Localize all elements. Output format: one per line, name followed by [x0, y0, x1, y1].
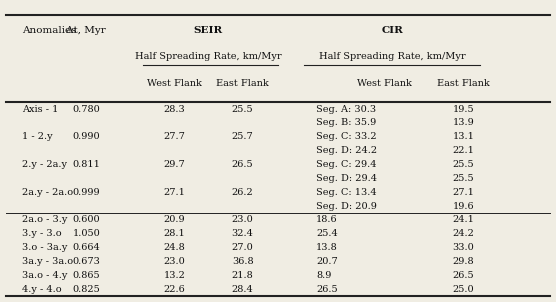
Text: 8.9: 8.9: [316, 271, 331, 280]
Text: Seg. C: 29.4: Seg. C: 29.4: [316, 160, 376, 169]
Text: 19.5: 19.5: [453, 104, 474, 114]
Text: 0.990: 0.990: [72, 132, 100, 141]
Text: 26.2: 26.2: [232, 188, 254, 197]
Text: East Flank: East Flank: [437, 79, 490, 88]
Text: 13.1: 13.1: [453, 132, 474, 141]
Text: 13.9: 13.9: [453, 118, 474, 127]
Text: 26.5: 26.5: [453, 271, 474, 280]
Text: 26.5: 26.5: [316, 284, 337, 294]
Text: 28.4: 28.4: [232, 284, 254, 294]
Text: 0.865: 0.865: [72, 271, 100, 280]
Text: 24.2: 24.2: [453, 229, 474, 238]
Text: 36.8: 36.8: [232, 257, 254, 266]
Text: Seg. D: 20.9: Seg. D: 20.9: [316, 201, 377, 210]
Text: East Flank: East Flank: [216, 79, 269, 88]
Text: 27.7: 27.7: [163, 132, 185, 141]
Text: West Flank: West Flank: [147, 79, 202, 88]
Text: 27.1: 27.1: [453, 188, 474, 197]
Text: 0.664: 0.664: [72, 243, 100, 252]
Text: 4.y - 4.o: 4.y - 4.o: [22, 284, 62, 294]
Text: Seg. D: 29.4: Seg. D: 29.4: [316, 174, 377, 183]
Text: Seg. A: 30.3: Seg. A: 30.3: [316, 104, 376, 114]
Text: 0.999: 0.999: [72, 188, 100, 197]
Text: Seg. D: 24.2: Seg. D: 24.2: [316, 146, 378, 155]
Text: 25.5: 25.5: [453, 160, 474, 169]
Text: Δt, Myr: Δt, Myr: [66, 26, 106, 35]
Text: 3.o - 3a.y: 3.o - 3a.y: [22, 243, 67, 252]
Text: 2a.y - 2a.o: 2a.y - 2a.o: [22, 188, 73, 197]
Text: Half Spreading Rate, km/Myr: Half Spreading Rate, km/Myr: [319, 52, 466, 61]
Text: 28.1: 28.1: [163, 229, 185, 238]
Text: SEIR: SEIR: [193, 26, 223, 35]
Text: Seg. C: 33.2: Seg. C: 33.2: [316, 132, 377, 141]
Text: 33.0: 33.0: [453, 243, 474, 252]
Text: Half Spreading Rate, km/Myr: Half Spreading Rate, km/Myr: [135, 52, 281, 61]
Text: 3a.o - 4.y: 3a.o - 4.y: [22, 271, 67, 280]
Text: 32.4: 32.4: [232, 229, 254, 238]
Text: 2a.o - 3.y: 2a.o - 3.y: [22, 215, 67, 224]
Text: 25.5: 25.5: [453, 174, 474, 183]
Text: 23.0: 23.0: [232, 215, 254, 224]
Text: 0.600: 0.600: [72, 215, 100, 224]
Text: 20.9: 20.9: [163, 215, 185, 224]
Text: Anomalies: Anomalies: [22, 26, 76, 35]
Text: 21.8: 21.8: [232, 271, 254, 280]
Text: 26.5: 26.5: [232, 160, 254, 169]
Text: 29.8: 29.8: [453, 257, 474, 266]
Text: 0.780: 0.780: [72, 104, 100, 114]
Text: Seg. C: 13.4: Seg. C: 13.4: [316, 188, 377, 197]
Text: 2.y - 2a.y: 2.y - 2a.y: [22, 160, 67, 169]
Text: 24.8: 24.8: [163, 243, 185, 252]
Text: 23.0: 23.0: [163, 257, 185, 266]
Text: 25.5: 25.5: [232, 104, 254, 114]
Text: West Flank: West Flank: [357, 79, 411, 88]
Text: CIR: CIR: [381, 26, 403, 35]
Text: 25.0: 25.0: [453, 284, 474, 294]
Text: 18.6: 18.6: [316, 215, 337, 224]
Text: 20.7: 20.7: [316, 257, 338, 266]
Text: 25.4: 25.4: [316, 229, 338, 238]
Text: 25.7: 25.7: [232, 132, 254, 141]
Text: Seg. B: 35.9: Seg. B: 35.9: [316, 118, 376, 127]
Text: 0.673: 0.673: [72, 257, 100, 266]
Text: 19.6: 19.6: [453, 201, 474, 210]
Text: 22.6: 22.6: [163, 284, 185, 294]
Text: 22.1: 22.1: [453, 146, 474, 155]
Text: 29.7: 29.7: [163, 160, 185, 169]
Text: 1 - 2.y: 1 - 2.y: [22, 132, 52, 141]
Text: 1.050: 1.050: [72, 229, 100, 238]
Text: 0.811: 0.811: [72, 160, 100, 169]
Text: 0.825: 0.825: [72, 284, 100, 294]
Text: 24.1: 24.1: [453, 215, 474, 224]
Text: 27.1: 27.1: [163, 188, 185, 197]
Text: Axis - 1: Axis - 1: [22, 104, 58, 114]
Text: 3a.y - 3a.o: 3a.y - 3a.o: [22, 257, 73, 266]
Text: 3.y - 3.o: 3.y - 3.o: [22, 229, 62, 238]
Text: 27.0: 27.0: [232, 243, 254, 252]
Text: 13.8: 13.8: [316, 243, 338, 252]
Text: 13.2: 13.2: [163, 271, 185, 280]
Text: 28.3: 28.3: [163, 104, 185, 114]
